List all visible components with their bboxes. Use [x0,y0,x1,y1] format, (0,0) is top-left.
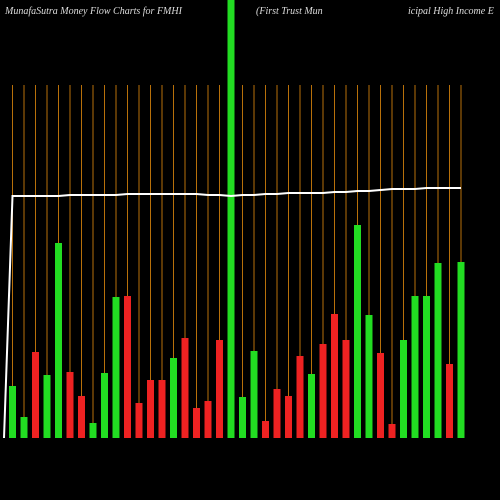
bar [296,356,304,438]
bar [43,375,51,438]
bar [112,297,120,438]
bar [342,340,350,438]
bar [170,358,177,438]
bar [388,424,396,438]
bar [227,0,235,438]
bar [124,296,131,438]
bar [181,338,189,438]
bar [273,389,281,438]
bar [285,396,292,438]
chart-title: (First Trust Mun [256,6,323,17]
bar [411,296,419,438]
bar [101,373,108,438]
bar [239,397,246,438]
bar [32,352,39,438]
bar [20,417,28,438]
bar [78,396,85,438]
bar [457,262,465,438]
bar [55,243,62,438]
bar [446,364,453,438]
bar [308,374,315,438]
bar [216,340,223,438]
bar [158,380,166,438]
bar [135,403,143,438]
bar [354,225,361,438]
bar [193,408,200,438]
bar [319,344,327,438]
bar [434,263,442,438]
bar [377,353,384,438]
chart-title: icipal High Income E [408,6,494,17]
flow-line [3,187,461,439]
bar [400,340,407,438]
bar [365,315,373,438]
bar [9,386,16,438]
bar [204,401,212,438]
bar [147,380,154,438]
bar [250,351,258,438]
bar [331,314,338,438]
bar [262,421,269,438]
bar [89,423,97,438]
bar [423,296,430,438]
bar [66,372,74,438]
chart-title: MunafaSutra Money Flow Charts for FMHI [4,6,183,17]
